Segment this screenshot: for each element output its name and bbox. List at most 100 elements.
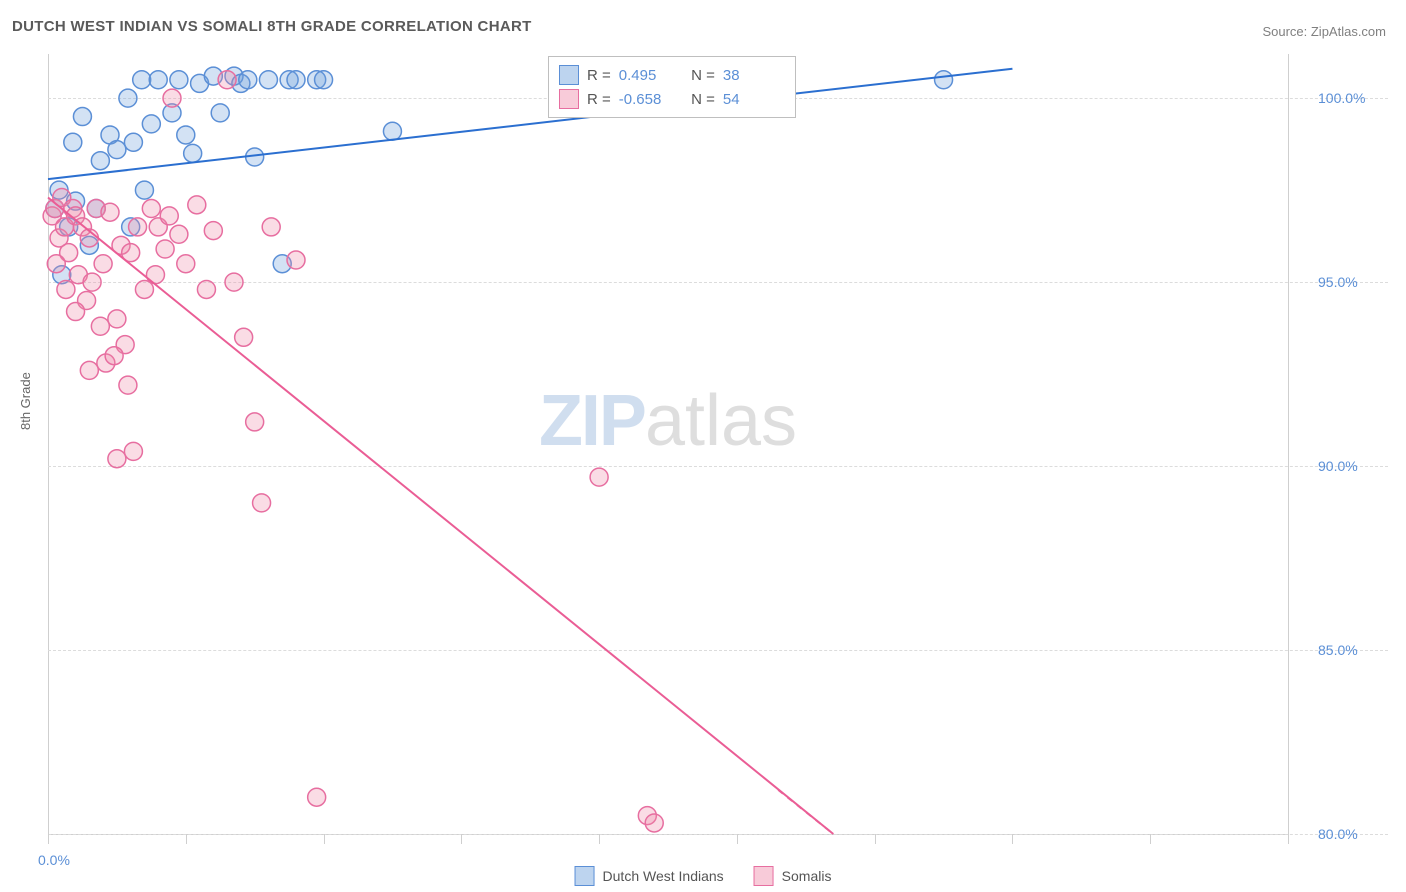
scatter-point	[133, 71, 151, 89]
y-axis-label: 8th Grade	[18, 372, 33, 430]
scatter-point	[197, 280, 215, 298]
x-tick-mark	[875, 834, 876, 844]
scatter-point	[156, 240, 174, 258]
scatter-point	[235, 328, 253, 346]
legend-swatch	[559, 89, 579, 109]
scatter-point	[67, 303, 85, 321]
scatter-point	[177, 255, 195, 273]
bottom-legend-label: Dutch West Indians	[603, 868, 724, 884]
x-tick-mark	[186, 834, 187, 844]
legend-swatch	[754, 866, 774, 886]
scatter-point	[124, 442, 142, 460]
bottom-legend-item: Dutch West Indians	[575, 866, 724, 886]
r-label: R =	[587, 67, 611, 84]
scatter-point	[135, 181, 153, 199]
scatter-point	[94, 255, 112, 273]
scatter-point	[239, 71, 257, 89]
legend-stats-row: R = -0.658 N = 54	[559, 87, 779, 111]
scatter-point	[142, 115, 160, 133]
scatter-point	[218, 71, 236, 89]
scatter-point	[188, 196, 206, 214]
scatter-point	[935, 71, 953, 89]
scatter-point	[119, 89, 137, 107]
scatter-point	[64, 133, 82, 151]
x-tick-mark	[461, 834, 462, 844]
scatter-point	[129, 218, 147, 236]
scatter-point	[177, 126, 195, 144]
source-link[interactable]: ZipAtlas.com	[1311, 24, 1386, 39]
r-value: 0.495	[619, 67, 675, 84]
right-frame-line	[1288, 54, 1289, 834]
scatter-point	[253, 494, 271, 512]
scatter-point	[105, 347, 123, 365]
scatter-point	[163, 89, 181, 107]
scatter-point	[259, 71, 277, 89]
r-label: R =	[587, 91, 611, 108]
x-tick-mark	[1012, 834, 1013, 844]
plot-area: 80.0%85.0%90.0%95.0%100.0% ZIPatlas R = …	[48, 54, 1288, 834]
source-attribution: Source: ZipAtlas.com	[1262, 24, 1386, 39]
scatter-svg	[48, 54, 1288, 834]
scatter-point	[287, 71, 305, 89]
scatter-point	[645, 814, 663, 832]
scatter-point	[160, 207, 178, 225]
scatter-point	[184, 144, 202, 162]
source-prefix: Source:	[1262, 24, 1310, 39]
trend-line	[48, 197, 833, 834]
scatter-point	[246, 413, 264, 431]
scatter-point	[308, 788, 326, 806]
scatter-point	[204, 222, 222, 240]
scatter-point	[83, 273, 101, 291]
scatter-point	[91, 152, 109, 170]
scatter-point	[170, 225, 188, 243]
scatter-point	[383, 122, 401, 140]
x-tick-mark	[1288, 834, 1289, 844]
scatter-point	[149, 71, 167, 89]
scatter-point	[119, 376, 137, 394]
legend-swatch	[575, 866, 595, 886]
scatter-point	[80, 361, 98, 379]
scatter-point	[590, 468, 608, 486]
grid-line	[48, 834, 1388, 835]
scatter-point	[91, 317, 109, 335]
bottom-legend-label: Somalis	[782, 868, 832, 884]
x-tick-mark	[599, 834, 600, 844]
scatter-point	[262, 218, 280, 236]
scatter-point	[146, 266, 164, 284]
scatter-point	[101, 203, 119, 221]
bottom-legend: Dutch West Indians Somalis	[575, 866, 832, 886]
scatter-point	[225, 273, 243, 291]
x-tick-mark	[737, 834, 738, 844]
y-tick-label: 85.0%	[1318, 642, 1358, 658]
y-tick-label: 90.0%	[1318, 458, 1358, 474]
bottom-legend-item: Somalis	[754, 866, 832, 886]
scatter-point	[287, 251, 305, 269]
x-tick-mark	[1150, 834, 1151, 844]
r-value: -0.658	[619, 91, 675, 108]
scatter-point	[142, 200, 160, 218]
scatter-point	[124, 133, 142, 151]
y-tick-label: 95.0%	[1318, 274, 1358, 290]
x-tick-mark	[324, 834, 325, 844]
scatter-point	[73, 108, 91, 126]
chart-container: DUTCH WEST INDIAN VS SOMALI 8TH GRADE CO…	[0, 0, 1406, 892]
y-tick-label: 80.0%	[1318, 826, 1358, 842]
legend-stats-row: R = 0.495 N = 38	[559, 63, 779, 87]
scatter-point	[57, 280, 75, 298]
legend-stats-box: R = 0.495 N = 38R = -0.658 N = 54	[548, 56, 796, 118]
scatter-point	[108, 450, 126, 468]
x-tick-mark	[48, 834, 49, 844]
n-value: 38	[723, 67, 779, 84]
n-label: N =	[683, 67, 715, 84]
legend-swatch	[559, 65, 579, 85]
scatter-point	[170, 71, 188, 89]
scatter-point	[47, 255, 65, 273]
n-value: 54	[723, 91, 779, 108]
scatter-point	[108, 310, 126, 328]
chart-title: DUTCH WEST INDIAN VS SOMALI 8TH GRADE CO…	[12, 18, 532, 35]
y-tick-label: 100.0%	[1318, 90, 1365, 106]
scatter-point	[315, 71, 333, 89]
scatter-point	[211, 104, 229, 122]
scatter-point	[108, 141, 126, 159]
n-label: N =	[683, 91, 715, 108]
